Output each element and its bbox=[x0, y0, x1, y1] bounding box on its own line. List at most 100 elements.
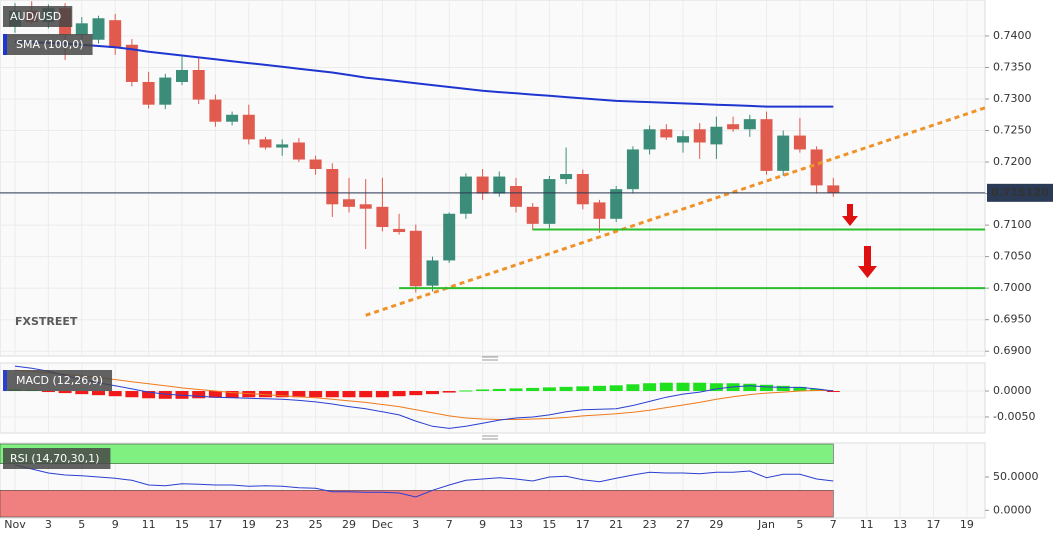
histogram-bar bbox=[342, 391, 356, 398]
legend-box bbox=[3, 34, 93, 55]
histogram-bar bbox=[542, 387, 556, 392]
x-tick-label: 3 bbox=[45, 518, 52, 531]
histogram-bar bbox=[793, 386, 807, 392]
histogram-bar bbox=[426, 391, 439, 395]
legend-text: AUD/USD bbox=[10, 10, 61, 23]
candle-body bbox=[827, 185, 840, 193]
candle-body bbox=[710, 126, 723, 145]
legend-text: MACD (12,26,9) bbox=[16, 374, 103, 387]
histogram-bar bbox=[142, 391, 156, 399]
histogram-bar bbox=[41, 391, 55, 393]
candle-body bbox=[393, 228, 406, 233]
x-tick-label: 29 bbox=[709, 518, 723, 531]
histogram-bar bbox=[225, 391, 239, 398]
candle-body bbox=[125, 44, 138, 82]
candle-body bbox=[292, 142, 305, 160]
candle-body bbox=[543, 179, 556, 224]
histogram-bar bbox=[676, 382, 690, 392]
legend-box bbox=[3, 6, 73, 27]
y-tick-label: 0.7000 bbox=[993, 281, 1032, 294]
x-tick-label: 19 bbox=[960, 518, 974, 531]
x-tick-label: 5 bbox=[78, 518, 85, 531]
y-tick-label: -0.0050 bbox=[993, 410, 1035, 423]
candle-body bbox=[409, 230, 422, 287]
candle-body bbox=[276, 144, 289, 148]
x-tick-label: 9 bbox=[112, 518, 119, 531]
y-tick-label: 0.7250 bbox=[993, 124, 1032, 137]
x-tick-label: Dec bbox=[372, 518, 393, 531]
histogram-bar bbox=[75, 391, 89, 395]
histogram-bar bbox=[108, 391, 122, 397]
y-tick-label: 0.6950 bbox=[993, 313, 1032, 326]
x-tick-label: 11 bbox=[860, 518, 874, 531]
x-tick-label: 3 bbox=[412, 518, 419, 531]
histogram-bar bbox=[242, 391, 256, 398]
candle-body bbox=[192, 69, 205, 100]
histogram-bar bbox=[492, 388, 506, 392]
candle-body bbox=[560, 174, 573, 180]
rsi-line bbox=[14, 464, 834, 498]
y-tick-label: 0.7350 bbox=[993, 60, 1032, 73]
candle-body bbox=[309, 159, 322, 169]
macd-line bbox=[14, 365, 834, 429]
legend-box bbox=[3, 370, 113, 391]
x-tick-label: Jan bbox=[757, 518, 775, 531]
histogram-bar bbox=[325, 391, 339, 398]
y-tick-label: 0.7200 bbox=[993, 155, 1032, 168]
legend-swatch bbox=[3, 370, 7, 391]
histogram-bar bbox=[459, 390, 473, 392]
labels: Nov 3 5 9 11 15 17 19 23 25 29 Dec 3 7 9 13 15 17 21 23 27 29… bbox=[3, 6, 1053, 531]
signal-line bbox=[14, 369, 834, 420]
candle-body bbox=[610, 189, 623, 219]
watermark: FXSTREET bbox=[15, 315, 78, 328]
y-tick-label: 0.7100 bbox=[993, 218, 1032, 231]
x-tick-label: 25 bbox=[309, 518, 323, 531]
price-panel bbox=[0, 0, 986, 357]
x-tick-label: 15 bbox=[542, 518, 556, 531]
x-tick-label: Nov bbox=[4, 518, 26, 531]
histogram-bar bbox=[609, 385, 623, 392]
candle-body bbox=[75, 23, 88, 35]
candle-body bbox=[209, 99, 222, 122]
candle-body bbox=[660, 129, 673, 138]
x-tick-label: 23 bbox=[275, 518, 289, 531]
candle-body bbox=[493, 176, 506, 194]
oversold-band bbox=[0, 490, 834, 518]
current-price-box bbox=[987, 183, 1053, 202]
candle-body bbox=[242, 114, 255, 140]
y-tick-label: 50.0000 bbox=[993, 470, 1039, 483]
candle-body bbox=[459, 176, 472, 214]
legend-text: SMA (100,0) bbox=[16, 38, 84, 51]
x-tick-label: 7 bbox=[446, 518, 453, 531]
histogram-bar bbox=[593, 385, 606, 392]
histogram-bar bbox=[776, 385, 790, 392]
histogram-bar bbox=[576, 386, 590, 392]
x-tick-label: 17 bbox=[576, 518, 590, 531]
histogram-bar bbox=[275, 391, 289, 398]
x-tick-label: 23 bbox=[643, 518, 657, 531]
x-tick-label: 15 bbox=[175, 518, 189, 531]
histogram-bar bbox=[659, 382, 673, 392]
histogram-bar bbox=[526, 387, 540, 392]
y-tick-label: 0.7400 bbox=[993, 29, 1032, 42]
x-tick-label: 19 bbox=[242, 518, 256, 531]
histogram-bar bbox=[810, 388, 824, 392]
histogram-bar bbox=[643, 383, 657, 392]
candle-body bbox=[510, 186, 522, 207]
histogram-bar bbox=[743, 383, 757, 392]
candle-body bbox=[92, 18, 105, 40]
histogram-bar bbox=[559, 386, 573, 392]
y-tick-label: 0.7050 bbox=[993, 250, 1032, 263]
histogram-bar bbox=[392, 391, 406, 397]
current-price-label: 0.715120 bbox=[991, 186, 1049, 199]
x-tick-label: 13 bbox=[509, 518, 523, 531]
y-tick-label: 0.0000 bbox=[993, 503, 1032, 516]
histogram-bar bbox=[158, 391, 172, 399]
candle-body bbox=[226, 114, 239, 122]
candle-body bbox=[643, 129, 656, 150]
candle-body bbox=[476, 176, 489, 194]
candle-body bbox=[626, 149, 639, 190]
sma-line bbox=[14, 40, 834, 108]
histogram-bar bbox=[359, 391, 373, 398]
